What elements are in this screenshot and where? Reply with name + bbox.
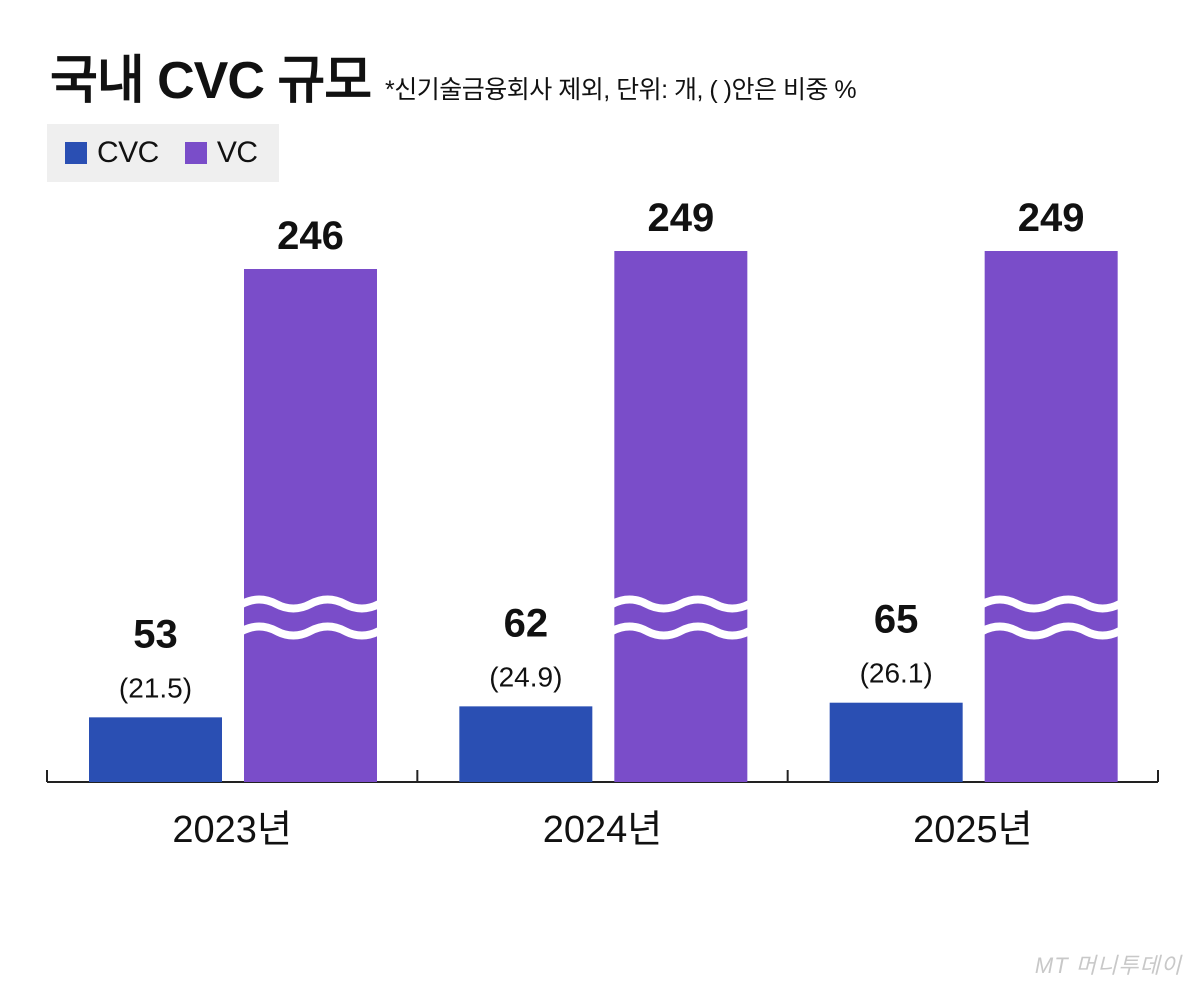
value-label-cvc-0: 53 [133,612,178,656]
bar-vc-1 [614,251,748,782]
bar-cvc-2 [829,702,963,782]
axis-break-2-1 [978,622,1124,640]
legend-label-vc: VC [216,136,258,169]
legend-item-vc: VC [184,136,258,170]
axis-break-0-0 [238,595,383,613]
x-tick-label-2: 2025년 [913,809,1033,851]
legend-item-cvc: CVC [65,136,159,170]
value-label-vc-1: 249 [647,196,714,240]
x-tick-label-0: 2023년 [172,809,292,851]
bar-cvc-1 [459,706,593,782]
x-tick-label-1: 2024년 [543,809,663,851]
axis-break-0-1 [238,622,383,640]
bar-vc-0 [244,269,377,782]
legend-label-cvc: CVC [97,136,159,169]
legend-swatch-vc [184,142,207,164]
share-label-cvc-1: (24.9) [489,661,562,692]
axis-break-2-0 [978,595,1124,613]
title-row: 국내 CVC 규모 *신기술금융회사 제외, 단위: 개, ( )안은 비중 % [50,38,857,113]
legend: CVC VC [47,124,279,182]
bar-vc-2 [984,251,1118,782]
share-label-cvc-2: (26.1) [860,658,933,689]
share-label-cvc-0: (21.5) [119,672,192,703]
value-label-vc-2: 249 [1018,196,1085,240]
value-label-cvc-2: 65 [874,598,919,642]
axis-break-1-1 [608,622,754,640]
watermark: MT 머니투데이 [1034,953,1182,978]
axis-break-1-0 [608,595,754,613]
value-label-cvc-1: 62 [504,601,549,645]
chart-subtitle: *신기술금융회사 제외, 단위: 개, ( )안은 비중 % [385,76,857,104]
chart-title: 국내 CVC 규모 [50,52,372,110]
value-label-vc-0: 246 [277,214,344,258]
legend-swatch-cvc [65,142,87,164]
bar-cvc-0 [89,717,222,782]
